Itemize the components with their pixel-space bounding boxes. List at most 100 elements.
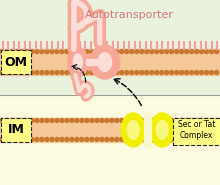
Circle shape xyxy=(195,137,199,141)
Circle shape xyxy=(90,137,94,141)
Circle shape xyxy=(35,50,39,54)
Circle shape xyxy=(40,50,44,54)
Circle shape xyxy=(165,137,169,141)
Circle shape xyxy=(55,137,59,141)
Ellipse shape xyxy=(68,47,88,77)
Circle shape xyxy=(150,137,154,141)
Circle shape xyxy=(5,50,9,54)
Circle shape xyxy=(150,50,154,54)
Circle shape xyxy=(40,70,44,75)
Circle shape xyxy=(75,50,79,54)
Circle shape xyxy=(20,70,24,75)
Circle shape xyxy=(0,50,4,54)
Circle shape xyxy=(155,137,159,141)
Circle shape xyxy=(5,118,9,122)
Circle shape xyxy=(105,137,109,141)
Circle shape xyxy=(105,50,109,54)
Bar xyxy=(82,55,101,69)
Circle shape xyxy=(125,50,129,54)
Circle shape xyxy=(190,70,194,75)
Circle shape xyxy=(195,50,199,54)
Circle shape xyxy=(190,118,194,122)
Circle shape xyxy=(70,50,74,54)
Circle shape xyxy=(15,137,19,141)
Circle shape xyxy=(195,118,199,122)
Circle shape xyxy=(175,70,179,75)
Circle shape xyxy=(30,137,34,141)
Circle shape xyxy=(165,70,169,75)
Circle shape xyxy=(140,118,144,122)
Circle shape xyxy=(205,70,209,75)
Circle shape xyxy=(40,118,44,122)
Circle shape xyxy=(15,70,19,75)
Circle shape xyxy=(95,118,99,122)
Circle shape xyxy=(185,118,189,122)
Circle shape xyxy=(20,50,24,54)
Circle shape xyxy=(0,118,4,122)
Circle shape xyxy=(40,137,44,141)
Circle shape xyxy=(5,137,9,141)
Circle shape xyxy=(130,137,134,141)
Circle shape xyxy=(50,70,54,75)
Circle shape xyxy=(160,70,164,75)
Circle shape xyxy=(50,137,54,141)
Circle shape xyxy=(85,137,89,141)
Circle shape xyxy=(145,137,149,141)
Circle shape xyxy=(25,70,29,75)
Ellipse shape xyxy=(98,53,112,71)
Circle shape xyxy=(110,70,114,75)
Circle shape xyxy=(90,118,94,122)
Circle shape xyxy=(200,70,204,75)
Circle shape xyxy=(120,118,124,122)
Circle shape xyxy=(60,137,64,141)
Circle shape xyxy=(60,118,64,122)
Circle shape xyxy=(150,118,154,122)
Circle shape xyxy=(205,50,209,54)
Circle shape xyxy=(35,70,39,75)
Circle shape xyxy=(30,50,34,54)
Circle shape xyxy=(120,137,124,141)
Circle shape xyxy=(100,70,104,75)
Circle shape xyxy=(214,137,219,141)
Circle shape xyxy=(115,50,119,54)
Circle shape xyxy=(20,118,24,122)
Circle shape xyxy=(80,50,84,54)
Circle shape xyxy=(30,70,34,75)
Circle shape xyxy=(70,137,74,141)
Circle shape xyxy=(160,118,164,122)
Circle shape xyxy=(145,118,149,122)
Circle shape xyxy=(50,118,54,122)
Circle shape xyxy=(170,50,174,54)
Circle shape xyxy=(20,137,24,141)
Circle shape xyxy=(175,137,179,141)
Circle shape xyxy=(50,50,54,54)
Circle shape xyxy=(180,118,184,122)
Ellipse shape xyxy=(127,121,139,139)
Circle shape xyxy=(65,118,69,122)
Circle shape xyxy=(60,70,64,75)
Circle shape xyxy=(25,118,29,122)
Circle shape xyxy=(210,50,214,54)
FancyBboxPatch shape xyxy=(1,50,31,74)
FancyBboxPatch shape xyxy=(173,118,220,145)
Circle shape xyxy=(165,118,169,122)
Circle shape xyxy=(145,50,149,54)
Circle shape xyxy=(185,70,189,75)
Circle shape xyxy=(185,50,189,54)
Circle shape xyxy=(55,118,59,122)
Circle shape xyxy=(25,50,29,54)
Circle shape xyxy=(205,118,209,122)
Circle shape xyxy=(105,70,109,75)
Circle shape xyxy=(45,118,49,122)
Circle shape xyxy=(65,50,69,54)
Circle shape xyxy=(65,137,69,141)
Circle shape xyxy=(180,50,184,54)
Circle shape xyxy=(115,118,119,122)
Circle shape xyxy=(45,50,49,54)
Text: OM: OM xyxy=(4,56,28,69)
Circle shape xyxy=(25,137,29,141)
Circle shape xyxy=(75,70,79,75)
Circle shape xyxy=(130,118,134,122)
Circle shape xyxy=(214,118,219,122)
Circle shape xyxy=(130,50,134,54)
